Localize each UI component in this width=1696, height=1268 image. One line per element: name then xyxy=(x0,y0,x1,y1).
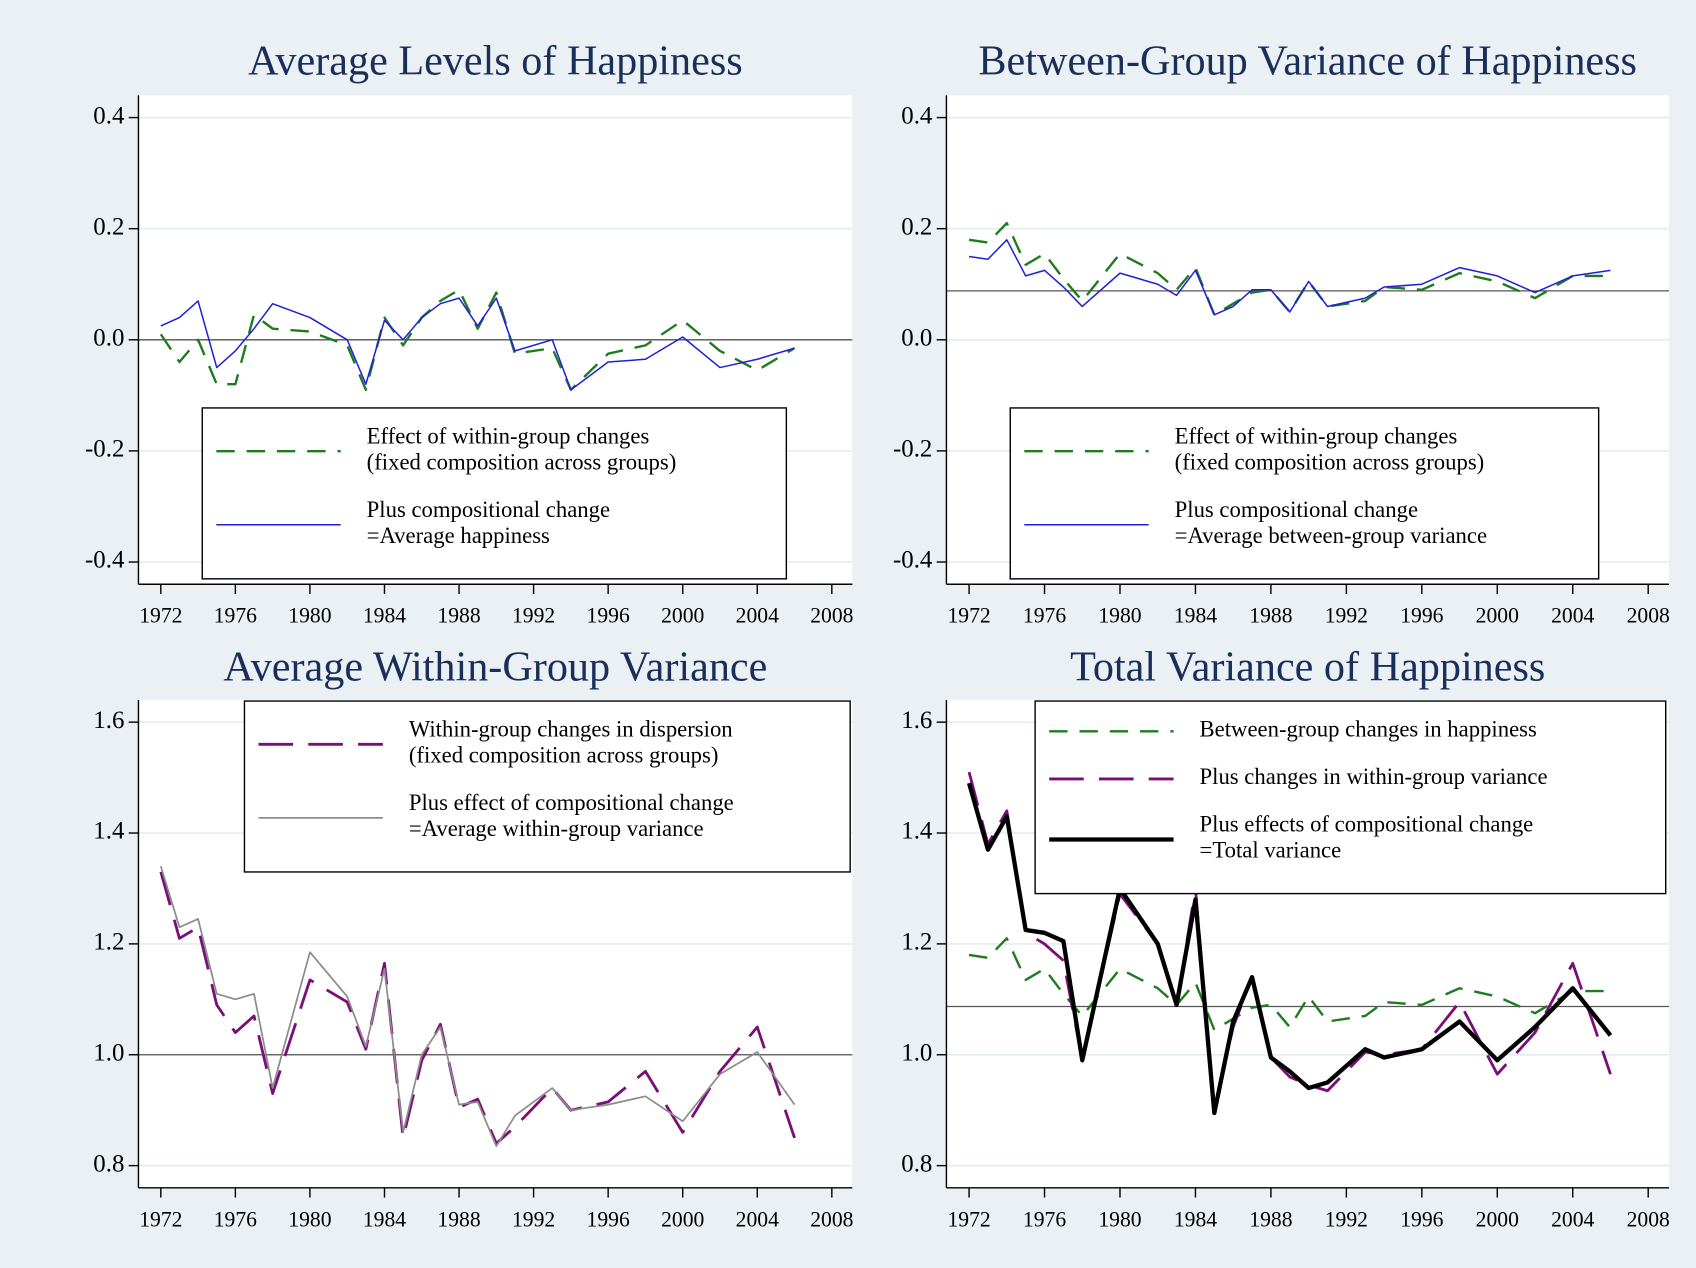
legend-label: Effect of within-group changes xyxy=(1175,423,1458,448)
x-tick-label: 1996 xyxy=(587,604,630,628)
legend: Effect of within-group changes(fixed com… xyxy=(1009,407,1600,580)
series-line xyxy=(966,782,1613,1116)
x-tick-label: 1992 xyxy=(512,604,555,628)
series-line xyxy=(968,239,1611,316)
x-tick-label: 1996 xyxy=(1400,604,1443,628)
x-tick-label: 2000 xyxy=(1476,604,1519,628)
chart-title: Total Variance of Happiness xyxy=(1070,643,1545,690)
y-tick-label: -0.4 xyxy=(893,547,933,574)
y-tick-label: 1.6 xyxy=(901,707,932,734)
x-tick-label: 1992 xyxy=(512,1207,555,1231)
y-tick-label: 0.2 xyxy=(93,213,124,240)
x-tick-label: 2008 xyxy=(810,604,853,628)
x-tick-label: 1996 xyxy=(1400,1207,1443,1231)
x-tick-label: 1980 xyxy=(1098,1207,1141,1231)
legend-label: Plus effect of compositional change xyxy=(409,790,734,815)
x-tick-label: 1976 xyxy=(1023,604,1066,628)
x-tick-label: 2008 xyxy=(810,1207,853,1231)
legend-label: =Average happiness xyxy=(367,523,550,548)
x-tick-label: 1980 xyxy=(288,1207,331,1231)
x-tick-label: 1984 xyxy=(1174,1207,1217,1231)
legend-label: =Average between-group variance xyxy=(1175,523,1487,548)
legend: Within-group changes in dispersion(fixed… xyxy=(243,700,851,873)
x-tick-label: 1992 xyxy=(1325,1207,1368,1231)
series-line xyxy=(159,866,796,1148)
series-line xyxy=(967,771,1612,1112)
legend-box xyxy=(201,407,788,580)
x-tick-label: 2000 xyxy=(661,1207,704,1231)
legend-label: Plus changes in within-group variance xyxy=(1200,764,1548,789)
x-tick-label: 2004 xyxy=(1551,1207,1594,1231)
y-tick-label: 1.6 xyxy=(93,707,124,734)
x-tick-label: 2004 xyxy=(1551,604,1594,628)
x-tick-label: 1984 xyxy=(363,604,406,628)
x-tick-label: 1976 xyxy=(214,604,257,628)
x-tick-label: 2000 xyxy=(1476,1207,1519,1231)
x-tick-label: 1972 xyxy=(139,1207,182,1231)
x-tick-label: 1972 xyxy=(139,604,182,628)
x-tick-label: 1984 xyxy=(363,1207,406,1231)
chart-title: Average Levels of Happiness xyxy=(248,38,743,85)
legend-label: Plus effects of compositional change xyxy=(1200,812,1534,837)
x-tick-label: 2000 xyxy=(661,604,704,628)
y-tick-label: 0.4 xyxy=(901,102,933,129)
y-tick-label: 1.2 xyxy=(93,929,124,956)
legend-box xyxy=(243,700,851,873)
x-tick-label: 2004 xyxy=(736,604,779,628)
legend-label: Effect of within-group changes xyxy=(367,423,650,448)
legend-label: Between-group changes in happiness xyxy=(1200,717,1537,742)
y-tick-label: 1.0 xyxy=(901,1039,932,1066)
x-tick-label: 2008 xyxy=(1627,604,1670,628)
y-tick-label: 1.2 xyxy=(901,929,932,956)
x-tick-label: 1992 xyxy=(1325,604,1368,628)
series-line xyxy=(160,297,795,391)
x-tick-label: 1988 xyxy=(437,604,480,628)
legend: Between-group changes in happiness Plus c… xyxy=(1034,700,1667,895)
series-line xyxy=(968,937,1611,1032)
y-tick-label: 1.0 xyxy=(93,1039,124,1066)
y-tick-label: 1.4 xyxy=(901,818,933,845)
x-tick-label: 1980 xyxy=(1098,604,1141,628)
x-tick-label: 2008 xyxy=(1627,1207,1670,1231)
y-tick-label: -0.2 xyxy=(85,436,124,463)
x-tick-label: 2004 xyxy=(736,1207,779,1231)
legend-label: (fixed composition across groups) xyxy=(367,449,677,474)
chart-title: Average Within-Group Variance xyxy=(223,643,767,690)
series-line xyxy=(968,221,1611,316)
chart-title: Between-Group Variance of Happiness xyxy=(978,38,1637,85)
y-tick-label: -0.4 xyxy=(85,547,125,574)
y-tick-label: 0.2 xyxy=(901,213,932,240)
y-tick-label: 0.8 xyxy=(93,1150,124,1177)
x-tick-label: 1972 xyxy=(947,1207,990,1231)
y-tick-label: 0.0 xyxy=(93,324,124,351)
legend-label: (fixed composition across groups) xyxy=(1175,449,1485,474)
y-tick-label: 0.8 xyxy=(901,1150,932,1177)
y-tick-label: -0.2 xyxy=(893,436,932,463)
legend: Effect of within-group changes(fixed com… xyxy=(201,407,788,580)
x-tick-label: 1988 xyxy=(1249,1207,1292,1231)
legend-label: (fixed composition across groups) xyxy=(409,743,719,768)
legend-label: Plus compositional change xyxy=(1175,497,1418,522)
x-tick-label: 1988 xyxy=(437,1207,480,1231)
legend-label: =Average within-group variance xyxy=(409,816,704,841)
series-line xyxy=(159,288,796,391)
x-tick-label: 1972 xyxy=(947,604,990,628)
x-tick-label: 1976 xyxy=(214,1207,257,1231)
legend-box xyxy=(1034,700,1667,895)
y-tick-label: 0.4 xyxy=(93,102,125,129)
series-line xyxy=(159,871,796,1145)
x-tick-label: 1980 xyxy=(288,604,331,628)
x-tick-label: 1984 xyxy=(1174,604,1217,628)
x-tick-label: 1976 xyxy=(1023,1207,1066,1231)
legend-label: Within-group changes in dispersion xyxy=(409,717,733,742)
legend-box xyxy=(1009,407,1600,580)
y-tick-label: 0.0 xyxy=(901,324,932,351)
x-tick-label: 1988 xyxy=(1249,604,1292,628)
y-tick-label: 1.4 xyxy=(93,818,125,845)
legend-label: Plus compositional change xyxy=(367,497,610,522)
x-tick-label: 1996 xyxy=(587,1207,630,1231)
legend-label: =Total variance xyxy=(1200,838,1342,863)
